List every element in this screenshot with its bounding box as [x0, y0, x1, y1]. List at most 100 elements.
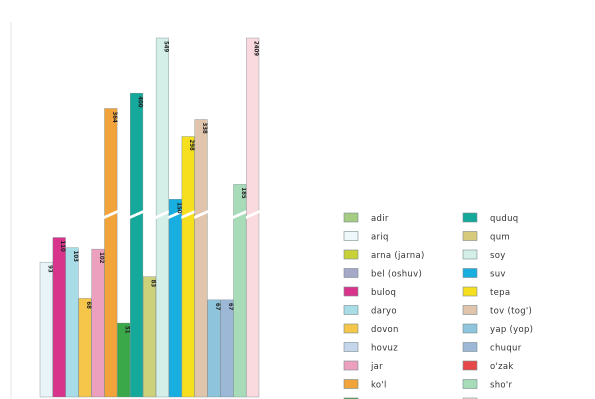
legend-item-hovuz: hovuz [343, 342, 398, 354]
legend-item-tov-tog-: tov (tog') [462, 305, 532, 317]
bar-value-label: 68 [85, 301, 92, 309]
legend-label: tepa [490, 288, 510, 298]
bar-daryo [65, 247, 79, 398]
bar-value-label: 102 [98, 252, 105, 264]
bar-value-label: 338 [201, 123, 208, 135]
legend-label: chuqur [490, 344, 522, 354]
bar-value-label: 103 [72, 251, 79, 263]
legend-swatch [462, 286, 478, 297]
bar-value-label: 298 [188, 139, 195, 151]
bar-qum [142, 276, 156, 398]
legend-label: o'zak [490, 362, 514, 372]
legend-item-bel-oshuv-: bel (oshuv) [343, 268, 422, 280]
legend-swatch [462, 342, 478, 352]
legend-swatch [343, 268, 359, 278]
legend-label: hovuz [371, 344, 398, 354]
bar-qoq [117, 322, 131, 398]
axis-break-gap [129, 210, 144, 219]
legend-label: sho'r [490, 381, 513, 391]
legend-item-ko-l: ko'l [343, 379, 387, 391]
bar-tov-tog- [194, 119, 208, 398]
legend-label: bel (oshuv) [371, 270, 422, 280]
bar-quduq [130, 93, 144, 398]
bar-buloq [52, 237, 66, 398]
legend-swatch [343, 286, 359, 297]
legend-item-yap-yop-: yap (yop) [462, 323, 533, 335]
legend: adir ariq arna (jarna) bel (oshuv) buloq dary… [343, 212, 533, 399]
legend-item-ariq: ariq [343, 231, 389, 243]
axis-break-gap [168, 210, 183, 219]
legend-swatch [343, 323, 359, 334]
legend-swatch [462, 268, 478, 278]
legend-label: ko'l [371, 381, 387, 391]
bar-tepa [181, 136, 195, 398]
legend-swatch [462, 360, 478, 371]
legend-label: soy [490, 251, 506, 261]
legend-swatch [343, 379, 359, 389]
bar-value-label: 549 [162, 41, 169, 53]
bar-ariq [39, 261, 53, 398]
legend-swatch [343, 305, 359, 315]
legend-item-arna-jarna-: arna (jarna) [343, 249, 425, 261]
legend-label: quduq [490, 214, 518, 224]
legend-swatch [462, 305, 478, 315]
legend-item-sho-r: sho'r [462, 379, 513, 391]
legend-swatch [462, 212, 478, 223]
legend-swatch [343, 231, 359, 241]
legend-item-soy: soy [462, 249, 506, 261]
bar-yap-yop- [207, 299, 221, 398]
bar-value-label: 93 [46, 265, 53, 273]
legend-item-suv: suv [462, 268, 506, 280]
legend-swatch [343, 342, 359, 352]
bar-value-label: 83 [150, 280, 157, 288]
legend-item-tepa: tepa [462, 286, 510, 298]
legend-label: qum [490, 233, 510, 243]
legend-item-chuqur: chuqur [462, 342, 522, 354]
bar-value-label: 150 [175, 202, 182, 214]
legend-label: tov (tog') [490, 307, 532, 317]
legend-label: ariq [371, 233, 389, 243]
bar-value-label: 364 [111, 111, 118, 123]
legend-label: yap (yop) [490, 325, 533, 335]
bar-value-label: 400 [137, 96, 144, 108]
legend-item-daryo: daryo [343, 305, 397, 317]
bar-ko-l [104, 108, 118, 398]
bar-value-label: 51 [124, 326, 131, 334]
legend-label: arna (jarna) [371, 251, 425, 261]
bar-sho-r [233, 184, 247, 398]
bar-chuqur [220, 299, 234, 398]
legend-swatch [462, 249, 478, 260]
axis-break-gap [155, 210, 170, 219]
bar-value-label: 2409 [253, 41, 260, 56]
bar-value-label: 185 [240, 187, 247, 199]
legend-swatch [343, 249, 359, 260]
axis-break-gap [245, 210, 260, 219]
bar-dovon [78, 298, 92, 398]
axis-break-gap [181, 210, 195, 219]
legend-swatch [462, 323, 478, 334]
legend-item-quduq: quduq [462, 212, 518, 224]
legend-swatch [462, 231, 478, 241]
legend-label: suv [490, 270, 506, 280]
bar-suv [168, 199, 182, 398]
legend-swatch [462, 379, 478, 389]
legend-label: buloq [371, 288, 396, 298]
axis-break-gap [104, 210, 118, 219]
legend-swatch [343, 212, 359, 223]
axis-break-gap [233, 210, 247, 219]
legend-item-qum: qum [462, 231, 510, 243]
legend-label: daryo [371, 307, 397, 317]
legend-label: jar [370, 362, 383, 372]
legend-label: dovon [371, 325, 399, 335]
legend-item-adir: adir [343, 212, 389, 224]
bar-value-label: 110 [59, 241, 66, 253]
legend-swatch [343, 360, 359, 371]
legend-item-jar: jar [343, 360, 383, 372]
axis-break-gap [194, 210, 208, 219]
bars-group: 93 110 103 68 102 364 51 400 83 549 150 298 338 67 67 1… [39, 37, 260, 398]
legend-item-buloq: buloq [343, 286, 396, 298]
legend-item-o-zak: o'zak [462, 360, 514, 372]
bar-jar [91, 248, 105, 398]
legend-label: adir [371, 214, 389, 224]
